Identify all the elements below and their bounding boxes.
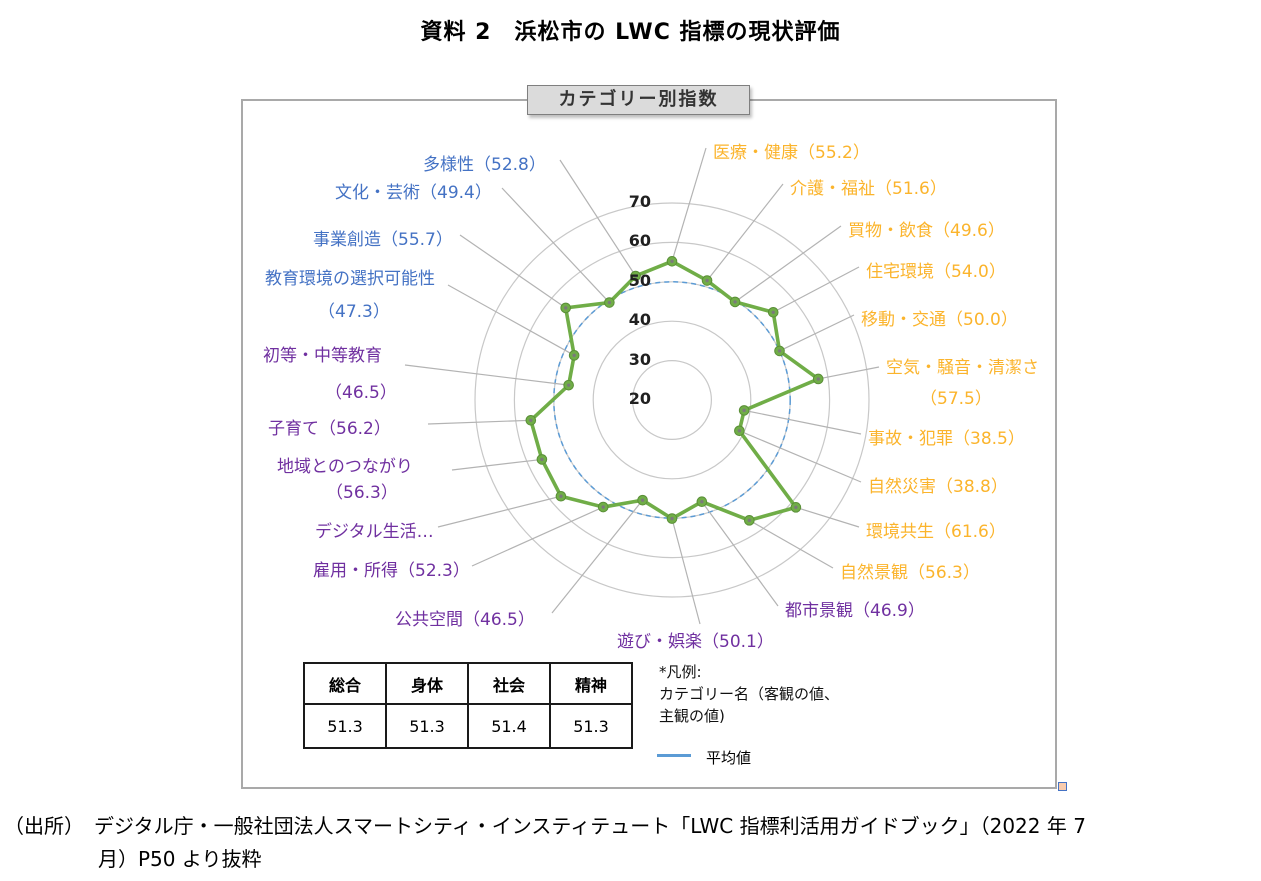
source-line-2: 月）P50 より抜粋 — [98, 847, 262, 871]
axis-tick-label: 60 — [628, 231, 651, 251]
axis-tick-label: 40 — [628, 310, 651, 330]
source-line-1: （出所） デジタル庁・一般社団法人スマートシティ・インスティテュート「LWC 指… — [4, 814, 1086, 838]
summary-value-cell: 51.3 — [549, 703, 633, 749]
category-label: （47.3） — [318, 302, 390, 322]
category-label: 教育環境の選択可能性 — [265, 269, 435, 289]
category-label: 事故・犯罪（38.5） — [868, 429, 1025, 449]
object-anchor-icon — [1058, 782, 1067, 791]
category-label: 雇用・所得（52.3） — [313, 561, 470, 581]
category-label: 介護・福祉（51.6） — [790, 179, 947, 199]
chart-heading: カテゴリー別指数 — [527, 85, 750, 115]
category-label: 住宅環境（54.0） — [866, 262, 1006, 282]
category-label: デジタル生活… — [315, 522, 434, 542]
axis-tick-label: 70 — [628, 192, 651, 211]
category-label: 買物・飲食（49.6） — [848, 221, 1005, 241]
category-label: （46.5） — [325, 383, 397, 403]
legend-note-line-2: カテゴリー名（客観の値、 — [659, 685, 840, 703]
summary-table-value-row: 51.3 51.3 51.4 51.3 — [303, 703, 633, 749]
axis-tick-label: 20 — [628, 389, 651, 408]
summary-header-cell: 精神 — [549, 662, 633, 705]
category-label: 事業創造（55.7） — [313, 230, 453, 250]
category-label: 文化・芸術（49.4） — [335, 183, 492, 203]
axis-tick-label: 30 — [628, 349, 651, 369]
summary-table-header-row: 総合 身体 社会 精神 — [303, 662, 633, 705]
legend-note-line-3: 主観の値) — [659, 707, 725, 725]
category-label: 都市景観（46.9） — [785, 601, 925, 621]
axis-tick-label: 50 — [628, 270, 651, 290]
category-label: 空気・騒音・清潔さ — [886, 358, 1039, 378]
summary-header-cell: 身体 — [385, 662, 469, 705]
summary-value-cell: 51.3 — [303, 703, 387, 749]
category-label: 自然景観（56.3） — [840, 563, 980, 583]
average-line-label: 平均値 — [706, 749, 752, 767]
summary-header-cell: 総合 — [303, 662, 387, 705]
category-label: 初等・中等教育 — [263, 346, 382, 366]
category-label: （56.3） — [326, 483, 398, 503]
category-label: （57.5） — [920, 389, 992, 409]
category-label: 地域とのつながり — [277, 457, 413, 477]
legend-note-line-1: *凡例: — [659, 663, 702, 681]
category-label: 環境共生（61.6） — [866, 522, 1006, 542]
category-label: 自然災害（38.8） — [868, 477, 1008, 497]
category-label: 多様性（52.8） — [423, 155, 546, 175]
average-line-swatch — [657, 754, 691, 757]
summary-value-cell: 51.3 — [385, 703, 469, 749]
category-label: 公共空間（46.5） — [395, 610, 535, 630]
summary-table: 総合 身体 社会 精神 51.3 51.3 51.4 51.3 — [303, 662, 633, 749]
category-label: 遊び・娯楽（50.1） — [617, 632, 774, 652]
summary-value-cell: 51.4 — [467, 703, 551, 749]
category-label: 医療・健康（55.2） — [713, 143, 870, 163]
summary-header-cell: 社会 — [467, 662, 551, 705]
category-label: 子育て（56.2） — [268, 419, 391, 439]
page-title: 資料 2 浜松市の LWC 指標の現状評価 — [420, 20, 841, 45]
category-label: 移動・交通（50.0） — [861, 310, 1018, 330]
